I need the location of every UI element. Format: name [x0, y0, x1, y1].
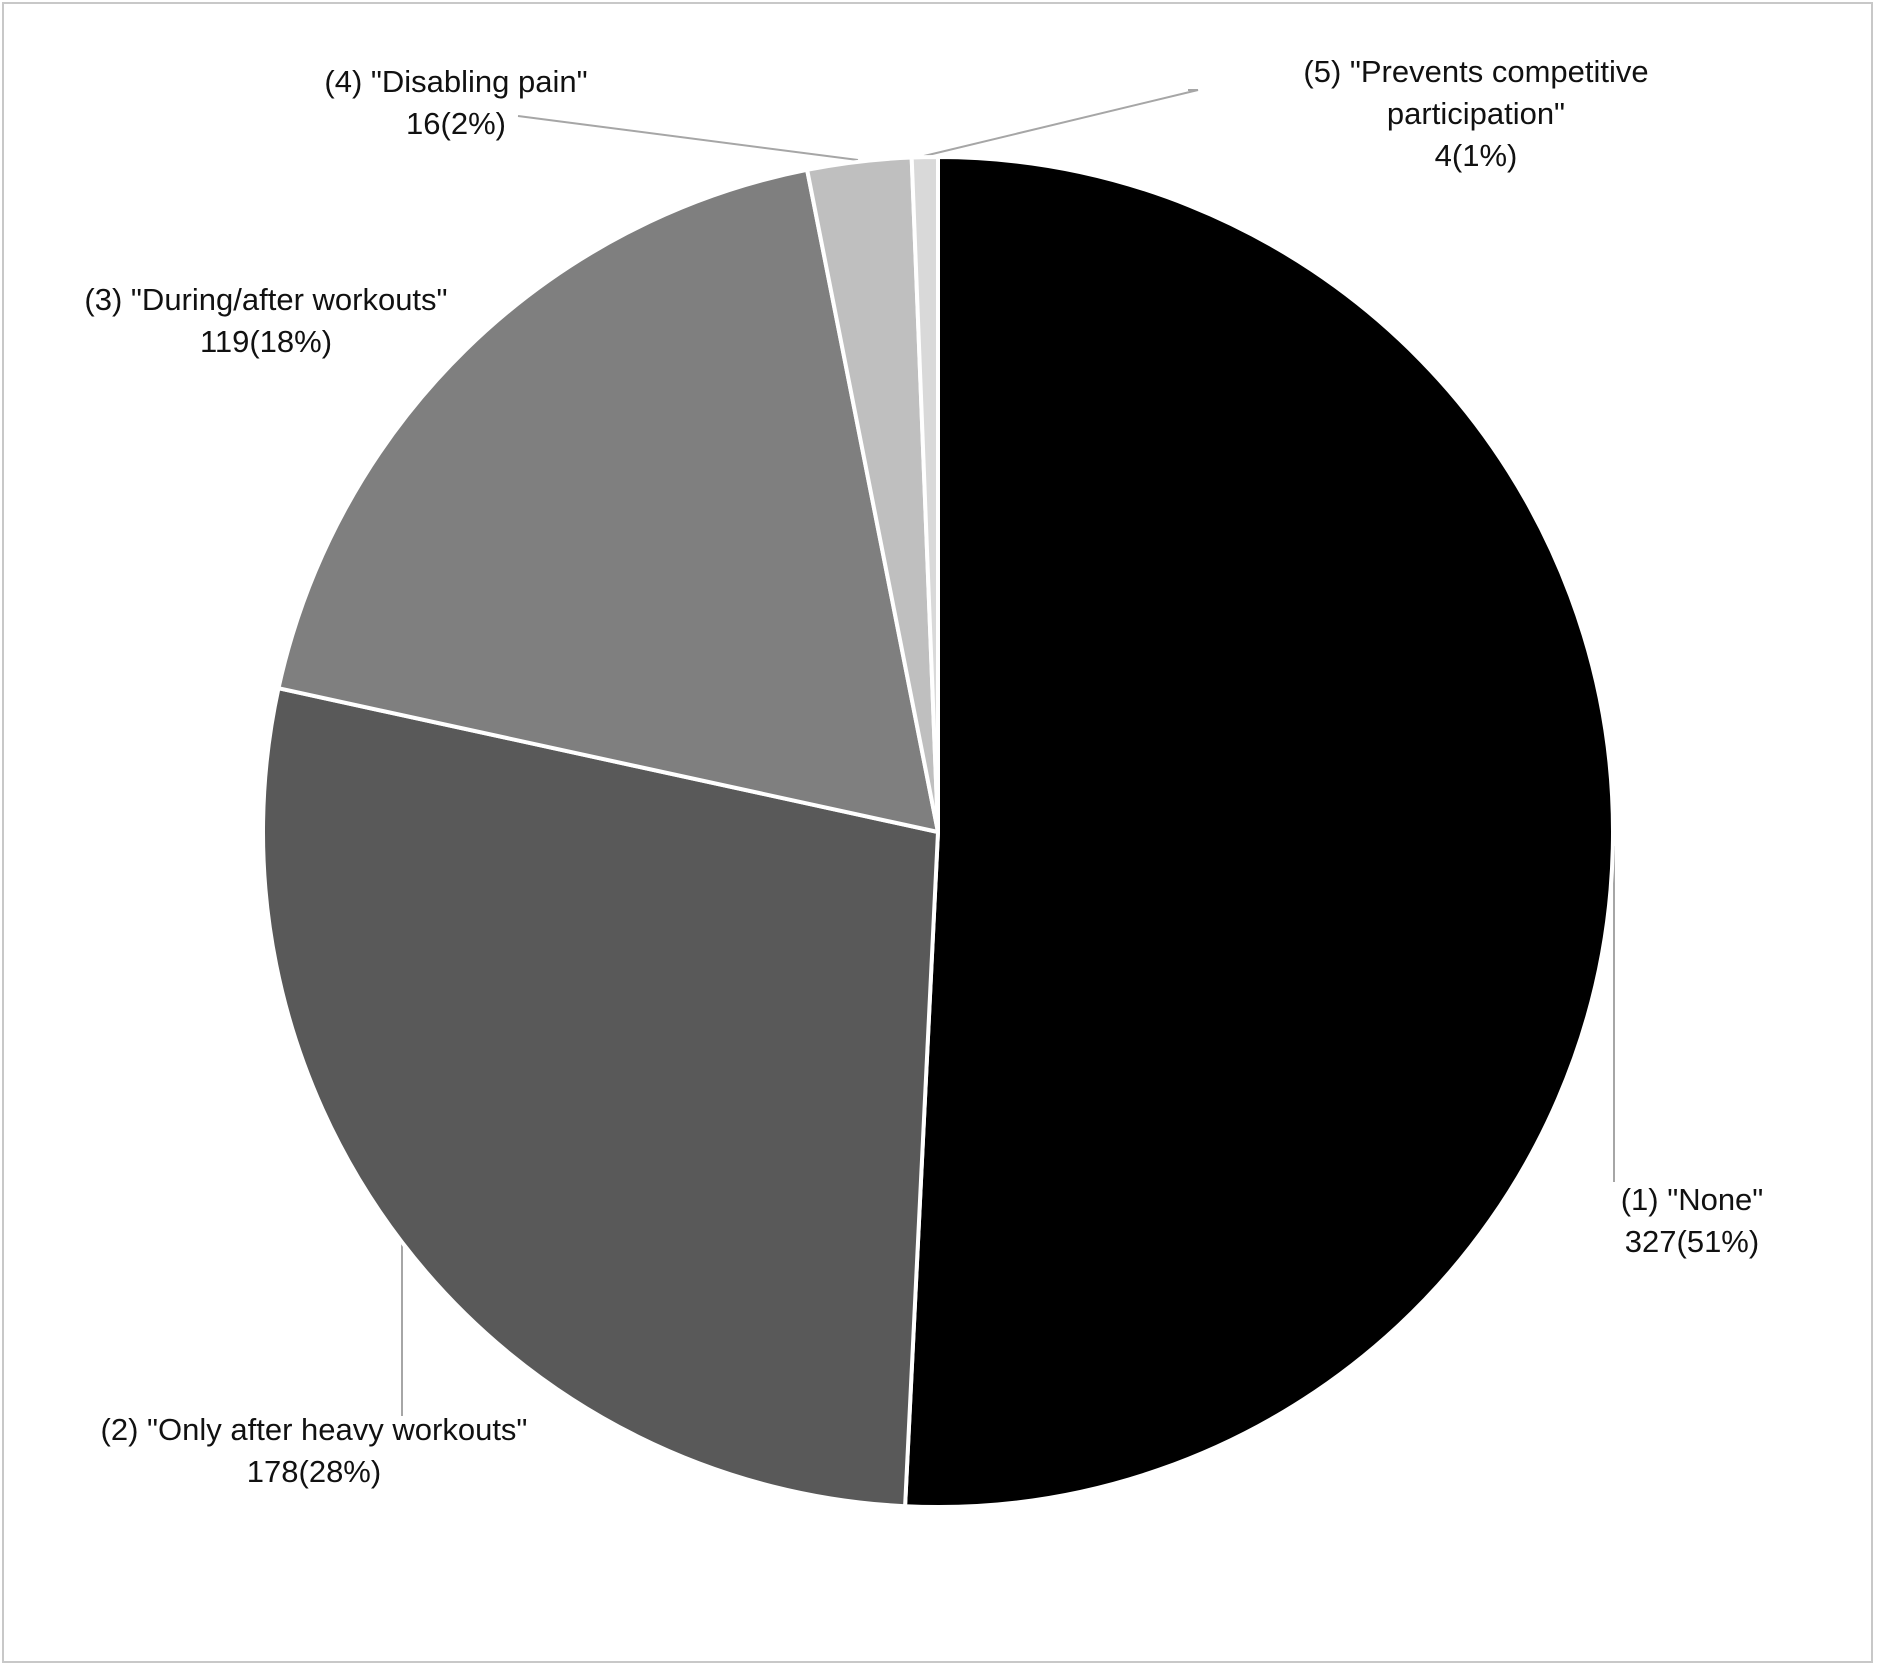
pie-slice: [276, 167, 940, 834]
data-label: (4) "Disabling pain" 16(2%): [206, 61, 706, 145]
pie-slice: [261, 686, 940, 1509]
leader-line: [923, 89, 1199, 157]
data-label: (2) "Only after heavy workouts" 178(28%): [0, 1409, 664, 1493]
data-label: (5) "Prevents competitive participation"…: [1226, 51, 1726, 177]
category-label: (5) "Prevents competitive participation": [1303, 54, 1649, 131]
category-label: (2) "Only after heavy workouts": [100, 1412, 528, 1447]
leader-lines: [401, 89, 1615, 1416]
value-label: 16(2%): [406, 106, 506, 141]
pie: [261, 155, 1615, 1509]
value-label: 178(28%): [246, 1454, 382, 1489]
pie-slice: [909, 155, 940, 834]
value-label: 4(1%): [1434, 138, 1518, 173]
data-label: (3) "During/after workouts" 119(18%): [0, 279, 566, 363]
data-label: (1) "None" 327(51%): [1542, 1179, 1842, 1263]
category-label: (4) "Disabling pain": [324, 64, 588, 99]
value-label: 119(18%): [199, 324, 333, 359]
pie-slice: [903, 155, 1615, 1509]
leader-line: [517, 115, 859, 161]
category-label: (1) "None": [1620, 1182, 1764, 1217]
category-label: (3) "During/after workouts": [84, 282, 448, 317]
value-label: 327(51%): [1624, 1224, 1760, 1259]
